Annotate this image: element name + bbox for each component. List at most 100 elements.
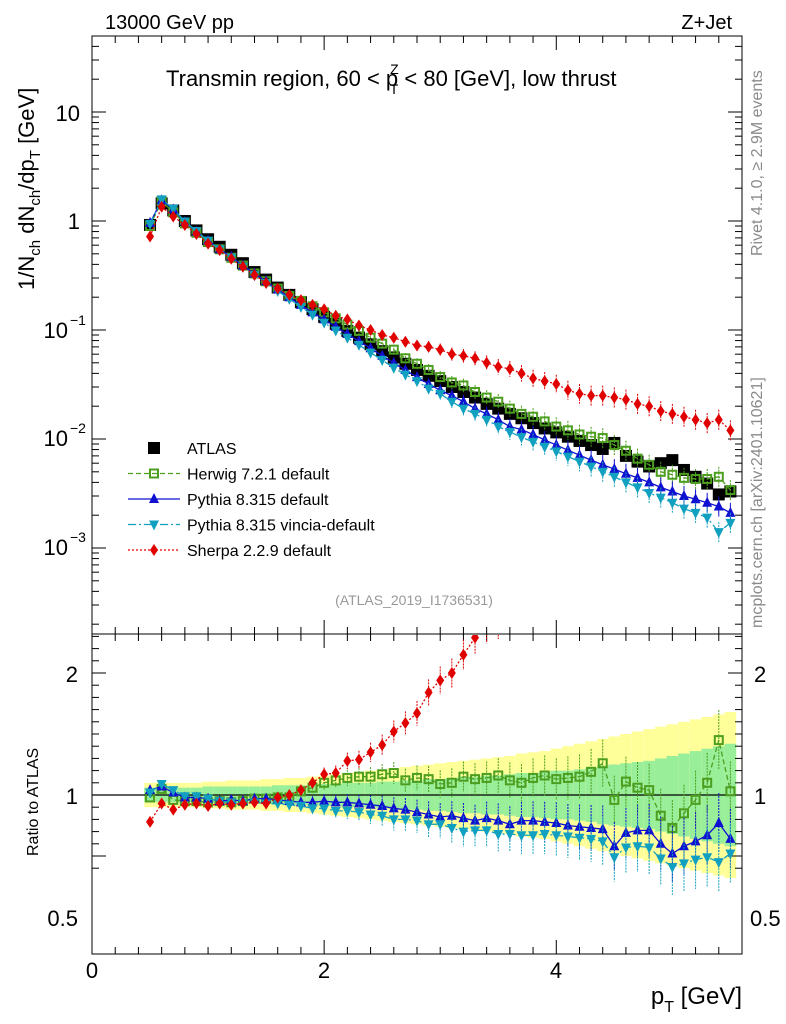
ratio-point-pythia-8-315-vincia-default (435, 820, 446, 831)
point-herwig-7-2-1-default (493, 396, 504, 407)
ratio-point-herwig-7-2-1-default (574, 771, 585, 782)
ratio-point-herwig-7-2-1-default (504, 775, 515, 786)
ratio-point-pythia-8-315-default (632, 824, 643, 835)
ratio-point-pythia-8-315-vincia-default (272, 799, 283, 810)
ratio-point-sherpa-2-2-9-default (285, 789, 294, 801)
ratio-point-pythia-8-315-vincia-default (179, 792, 190, 803)
ratio-point-pythia-8-315-vincia-default (412, 816, 422, 827)
point-herwig-7-2-1-default (412, 358, 422, 369)
ratio-point-herwig-7-2-1-default (609, 794, 620, 805)
ratio-point-pythia-8-315-vincia-default (690, 855, 701, 866)
point-pythia-8-315-vincia-default (574, 457, 585, 468)
point-pythia-8-315-vincia-default (458, 404, 469, 415)
legend-entry-sherpa-2-2-9-default: Sherpa 2.2.9 default (128, 543, 332, 560)
ratio-point-sherpa-2-2-9-default (447, 667, 456, 679)
x-tick-label-4: 4 (550, 958, 562, 983)
ratio-point-sherpa-2-2-9-default (192, 797, 201, 810)
ratio-point-pythia-8-315-vincia-default (156, 780, 167, 791)
point-pythia-8-315-vincia-default (620, 478, 631, 489)
point-pythia-8-315-vincia-default (295, 302, 306, 313)
point-sherpa-2-2-9-default (424, 340, 433, 353)
legend-marker-pythia-8-315-vincia-default (149, 520, 159, 531)
ratio-point-pythia-8-315-default (353, 797, 364, 808)
point-pythia-8-315-default (562, 444, 573, 455)
ratio-point-pythia-8-315-vincia-default (504, 830, 515, 841)
point-sherpa-2-2-9-default (401, 335, 410, 348)
ratio-point-sherpa-2-2-9-default (389, 725, 398, 738)
ratio-point-herwig-7-2-1-default (620, 776, 631, 787)
ratio-point-sherpa-2-2-9-default (354, 753, 363, 766)
point-herwig-7-2-1-default (597, 433, 608, 444)
main-y-tick-labels: 10 1 10 −1 10 −2 10 −3 (44, 101, 87, 560)
point-sherpa-2-2-9-default (656, 405, 665, 418)
y-tick-label-1e-1-exp: −1 (70, 312, 86, 328)
ratio-point-pythia-8-315-default (412, 806, 422, 817)
ratio-point-sherpa-2-2-9-default (413, 707, 421, 720)
point-sherpa-2-2-9-default (343, 313, 352, 326)
point-pythia-8-315-vincia-default (470, 409, 481, 420)
point-pythia-8-315-vincia-default (156, 195, 167, 206)
point-sherpa-2-2-9-default (204, 237, 213, 250)
ratio-point-sherpa-2-2-9-default (401, 717, 410, 730)
point-pythia-8-315-default (458, 395, 469, 406)
point-sherpa-2-2-9-default (714, 413, 723, 426)
point-sherpa-2-2-9-default (610, 391, 619, 404)
point-sherpa-2-2-9-default (413, 339, 421, 352)
point-pythia-8-315-vincia-default (528, 437, 539, 448)
ratio-point-herwig-7-2-1-default (342, 772, 353, 783)
ratio-point-pythia-8-315-vincia-default (423, 820, 434, 831)
point-sherpa-2-2-9-default (529, 372, 538, 385)
ratio-y-tick-label-1-right: 1 (754, 784, 766, 809)
ratio-point-herwig-7-2-1-default (365, 771, 376, 782)
ratio-point-herwig-7-2-1-default (458, 771, 469, 782)
point-pythia-8-315-vincia-default (504, 427, 515, 438)
ratio-point-pythia-8-315-default (377, 799, 388, 810)
legend-entry-pythia-8-315-default: Pythia 8.315 default (128, 492, 329, 509)
legend-entry-pythia-8-315-vincia-default: Pythia 8.315 vincia-default (128, 518, 375, 535)
ratio-point-pythia-8-315-vincia-default (632, 842, 643, 853)
ratio-point-herwig-7-2-1-default (702, 777, 713, 788)
point-herwig-7-2-1-default (725, 485, 736, 496)
point-sherpa-2-2-9-default (645, 400, 654, 413)
point-sherpa-2-2-9-default (331, 309, 340, 322)
series-pythia-8-315-vincia-default (145, 195, 736, 543)
point-sherpa-2-2-9-default (668, 407, 677, 420)
point-pythia-8-315-vincia-default (412, 377, 422, 388)
point-atlas (596, 442, 609, 455)
point-herwig-7-2-1-default (586, 431, 597, 442)
point-pythia-8-315-vincia-default (690, 508, 701, 519)
ratio-y-tick-label-2-right: 2 (754, 662, 766, 687)
ratio-point-pythia-8-315-vincia-default (574, 833, 585, 844)
region-title: Transmin region, 60 < pZ T < 80 [GeV], lo… (166, 61, 617, 97)
point-pythia-8-315-vincia-default (597, 467, 608, 478)
point-pythia-8-315-vincia-default (516, 433, 527, 444)
point-sherpa-2-2-9-default (726, 424, 735, 437)
point-pythia-8-315-default (493, 413, 504, 424)
point-sherpa-2-2-9-default (552, 377, 561, 390)
ratio-point-pythia-8-315-vincia-default (342, 806, 353, 817)
point-herwig-7-2-1-default (678, 472, 689, 483)
ratio-point-pythia-8-315-vincia-default (295, 801, 306, 812)
ratio-point-pythia-8-315-vincia-default (586, 834, 597, 845)
ratio-point-pythia-8-315-vincia-default (353, 808, 364, 819)
point-pythia-8-315-vincia-default (551, 447, 562, 458)
point-pythia-8-315-vincia-default (377, 356, 388, 367)
point-sherpa-2-2-9-default (447, 348, 456, 361)
ratio-point-herwig-7-2-1-default (644, 785, 655, 796)
point-sherpa-2-2-9-default (575, 387, 584, 400)
ratio-point-pythia-8-315-vincia-default (319, 804, 330, 815)
point-sherpa-2-2-9-default (180, 218, 189, 231)
point-herwig-7-2-1-default (481, 392, 492, 403)
point-pythia-8-315-vincia-default (713, 528, 724, 539)
point-pythia-8-315-default (586, 454, 597, 465)
point-sherpa-2-2-9-default (250, 268, 259, 281)
point-pythia-8-315-vincia-default (586, 462, 597, 473)
point-sherpa-2-2-9-default (227, 252, 236, 265)
legend-label-pythia-8-315-default: Pythia 8.315 default (187, 492, 329, 509)
point-pythia-8-315-vincia-default (644, 488, 655, 499)
point-pythia-8-315-default (690, 493, 701, 504)
process-label: Z+Jet (681, 12, 732, 34)
point-herwig-7-2-1-default (388, 344, 399, 355)
point-sherpa-2-2-9-default (296, 294, 305, 307)
ratio-point-herwig-7-2-1-default (586, 766, 597, 777)
